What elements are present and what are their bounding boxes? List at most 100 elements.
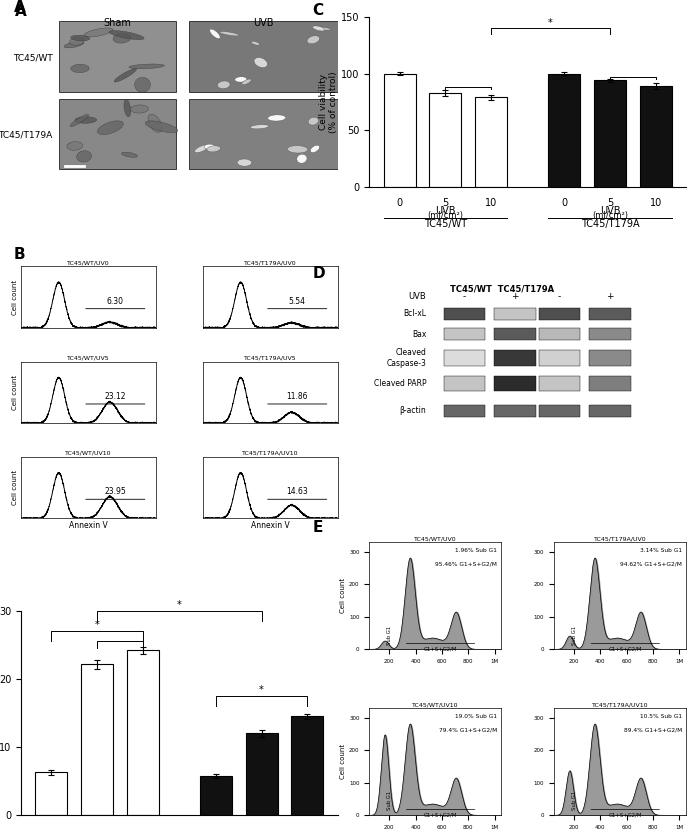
FancyBboxPatch shape [444, 308, 485, 319]
Ellipse shape [267, 115, 286, 121]
Text: 10: 10 [650, 197, 662, 207]
Bar [291, 716, 323, 815]
Ellipse shape [148, 114, 162, 132]
Bar [246, 734, 278, 815]
Text: +: + [511, 292, 519, 301]
FancyBboxPatch shape [589, 350, 631, 365]
Ellipse shape [124, 100, 131, 116]
Title: TC45/WT/UV5: TC45/WT/UV5 [67, 355, 110, 360]
Text: 6.30: 6.30 [107, 296, 124, 305]
Ellipse shape [114, 68, 136, 82]
Text: 0: 0 [397, 197, 402, 207]
FancyBboxPatch shape [444, 350, 485, 365]
FancyBboxPatch shape [189, 22, 337, 92]
Ellipse shape [70, 114, 89, 126]
Title: TC45/T179A/UV10: TC45/T179A/UV10 [242, 451, 298, 456]
Y-axis label: Cell count: Cell count [340, 578, 346, 613]
Text: 14.63: 14.63 [286, 487, 308, 496]
Title: TC45/WT/UV0: TC45/WT/UV0 [67, 260, 110, 265]
FancyBboxPatch shape [189, 98, 337, 170]
FancyBboxPatch shape [494, 328, 536, 340]
Text: Sub G1: Sub G1 [572, 626, 577, 645]
X-axis label: Annexin V: Annexin V [251, 521, 290, 530]
Y-axis label: Cell viability
(% of control): Cell viability (% of control) [319, 72, 338, 133]
Text: UVB: UVB [600, 206, 620, 215]
Text: Cleaved
Caspase-3: Cleaved Caspase-3 [386, 349, 426, 368]
FancyBboxPatch shape [589, 376, 631, 391]
FancyBboxPatch shape [494, 308, 536, 319]
Text: A: A [15, 4, 27, 19]
FancyBboxPatch shape [59, 22, 176, 92]
Text: Bax: Bax [412, 329, 426, 339]
Ellipse shape [241, 79, 251, 85]
Ellipse shape [75, 116, 97, 123]
Text: (mJ/cm²): (mJ/cm²) [428, 211, 463, 220]
Text: UVB: UVB [253, 18, 274, 28]
Ellipse shape [129, 64, 164, 69]
Text: *: * [94, 621, 99, 631]
Ellipse shape [84, 28, 113, 37]
Ellipse shape [71, 35, 90, 41]
Ellipse shape [76, 151, 92, 162]
FancyBboxPatch shape [494, 405, 536, 417]
FancyBboxPatch shape [589, 405, 631, 417]
Text: TC45/T179A: TC45/T179A [0, 131, 52, 139]
Bar [475, 97, 507, 187]
Text: (mJ/cm²): (mJ/cm²) [592, 211, 628, 220]
Text: G1+S+G2/M: G1+S+G2/M [424, 646, 457, 651]
Text: *: * [177, 600, 182, 610]
Text: -: - [463, 292, 466, 301]
Ellipse shape [207, 146, 220, 152]
Text: Sham: Sham [104, 18, 132, 28]
FancyBboxPatch shape [494, 376, 536, 391]
FancyBboxPatch shape [539, 405, 580, 417]
FancyBboxPatch shape [59, 98, 176, 170]
Ellipse shape [195, 145, 209, 152]
Bar [594, 81, 626, 187]
Text: 5: 5 [442, 197, 449, 207]
FancyBboxPatch shape [444, 405, 485, 417]
Text: 11.86: 11.86 [286, 392, 308, 401]
Text: 10: 10 [485, 197, 497, 207]
Bar [640, 86, 671, 187]
Bar [200, 775, 232, 815]
Text: D: D [312, 265, 325, 281]
FancyBboxPatch shape [539, 308, 580, 319]
Text: 5.54: 5.54 [288, 296, 306, 305]
Bar [81, 665, 113, 815]
Y-axis label: Cell count: Cell count [12, 374, 18, 410]
Ellipse shape [97, 121, 123, 135]
Text: TC45/T179A: TC45/T179A [580, 219, 639, 229]
FancyBboxPatch shape [539, 328, 580, 340]
Ellipse shape [71, 64, 89, 72]
Text: *: * [259, 686, 264, 696]
Ellipse shape [109, 31, 144, 40]
Text: 95.46% G1+S+G2/M: 95.46% G1+S+G2/M [435, 562, 497, 567]
Text: 3.14% Sub G1: 3.14% Sub G1 [640, 547, 682, 552]
Text: TC45/WT: TC45/WT [13, 53, 52, 62]
Title: TC45/WT/UV0: TC45/WT/UV0 [414, 536, 456, 541]
Text: 94.62% G1+S+G2/M: 94.62% G1+S+G2/M [620, 562, 682, 567]
Text: A: A [14, 0, 26, 15]
FancyBboxPatch shape [589, 328, 631, 340]
Text: C: C [312, 3, 323, 18]
FancyBboxPatch shape [539, 350, 580, 365]
Text: UVB: UVB [409, 292, 426, 301]
Ellipse shape [251, 42, 260, 45]
Ellipse shape [134, 77, 150, 92]
FancyBboxPatch shape [494, 350, 536, 365]
Ellipse shape [297, 154, 307, 163]
Text: 1.96% Sub G1: 1.96% Sub G1 [456, 547, 497, 552]
Ellipse shape [64, 42, 84, 48]
Text: *: * [548, 18, 553, 28]
Ellipse shape [313, 26, 325, 31]
Text: G1+S+G2/M: G1+S+G2/M [424, 813, 457, 818]
Ellipse shape [204, 144, 215, 150]
Text: 19.0% Sub G1: 19.0% Sub G1 [455, 714, 497, 719]
Ellipse shape [308, 117, 318, 125]
Text: 23.12: 23.12 [104, 392, 126, 401]
Text: +: + [606, 292, 614, 301]
Ellipse shape [69, 37, 84, 45]
FancyBboxPatch shape [444, 328, 485, 340]
Title: TC45/WT/UV10: TC45/WT/UV10 [412, 702, 458, 707]
